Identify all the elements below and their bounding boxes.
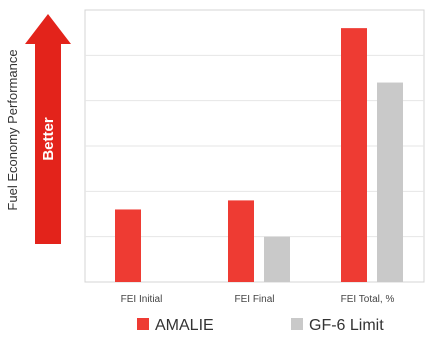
x-tick-labels: FEI Initial FEI Final FEI Total, % [121,294,395,305]
better-arrow-label: Better [40,117,57,161]
x-tick-label: FEI Total, % [341,294,395,305]
bars [115,28,403,283]
legend: AMALIE GF-6 Limit [137,317,384,334]
bar-amalie-0 [115,209,141,282]
x-tick-label: FEI Initial [121,294,163,305]
better-arrow-icon: Better [25,14,71,244]
legend-swatch-gf6-limit [291,318,303,330]
gridlines [85,54,424,238]
legend-label-gf6-limit: GF-6 Limit [309,317,384,334]
y-axis-label: Fuel Economy Performance [5,49,20,210]
bar-gf-6-limit-1 [264,236,290,282]
legend-swatch-amalie [137,318,149,330]
bar-gf-6-limit-2 [377,82,403,283]
x-tick-label: FEI Final [234,294,274,305]
bar-amalie-1 [228,200,254,282]
bar-amalie-2 [341,28,367,283]
arrow-shape [25,14,71,244]
legend-label-amalie: AMALIE [155,317,214,334]
